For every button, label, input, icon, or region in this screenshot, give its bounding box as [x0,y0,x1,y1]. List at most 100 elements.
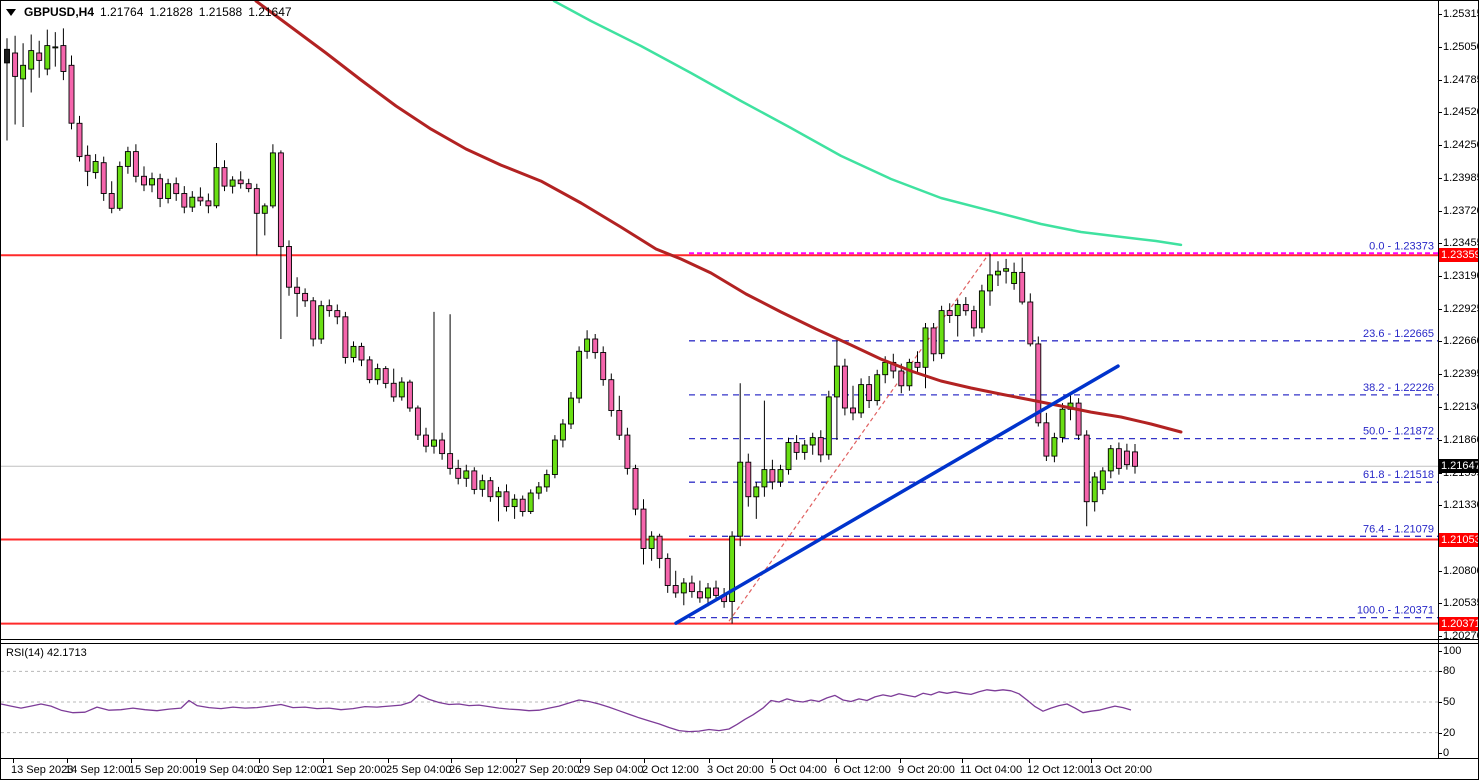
candle [592,338,599,354]
ohlc-open: 1.21764 [100,5,144,19]
candle [656,535,663,559]
candle [1043,422,1050,457]
candle [898,370,905,387]
candle [60,45,67,72]
candle [100,162,107,194]
candle [858,384,865,414]
price-tick-label: 1.22130 [1443,401,1479,413]
rsi-tick-label: 80 [1443,665,1456,677]
candle [632,467,639,510]
rsi-chart-canvas[interactable] [1,644,1438,758]
price-tick [1438,636,1442,637]
candle [431,439,437,447]
candle [624,434,631,469]
price-tick-label: 1.20800 [1443,565,1479,577]
candle [455,467,462,479]
candle [817,437,824,456]
time-tick-label: 27 Sep 20:00 [514,764,580,776]
price-tick-label: 1.23190 [1443,270,1479,282]
time-tick [1091,759,1092,763]
candle [221,167,228,187]
rsi-tick-label: 0 [1443,747,1450,759]
candle [1083,434,1090,503]
rsi-line [1,689,1132,733]
candle [600,352,607,381]
time-tick-label: 5 Oct 04:00 [770,764,827,776]
price-tick [1438,112,1442,113]
price-tick [1438,341,1442,342]
price-tick-label: 1.20270 [1443,630,1479,642]
candle [970,310,977,329]
candle [793,442,800,453]
candle [213,167,220,207]
time-tick-label: 21 Sep 20:00 [321,764,387,776]
rsi-pane-top-border [1,643,1478,644]
candle [745,461,752,498]
candle [302,292,309,302]
candle [535,486,542,494]
time-tick-label: 2 Oct 12:00 [642,764,699,776]
time-tick [516,759,517,763]
price-tick [1438,276,1442,277]
candle [930,327,937,355]
pane-divider[interactable] [1,639,1478,640]
time-tick [772,759,773,763]
candle [76,122,83,158]
rsi-tick-label: 50 [1443,696,1456,708]
fib-level-label: 100.0 - 1.20371 [1357,605,1434,617]
time-tick [13,759,14,763]
time-tick [580,759,581,763]
time-tick-label: 6 Oct 12:00 [834,764,891,776]
rsi-tick-label: 100 [1443,645,1462,657]
candle [439,439,446,455]
candle [841,365,848,409]
candle [833,365,840,398]
candle [173,183,180,195]
candle [1107,448,1114,472]
price-marker-box: 1.21053 [1439,533,1479,547]
candle [124,151,131,167]
price-tick-label: 1.23720 [1443,205,1479,217]
candle [1003,268,1010,272]
fib-diagonal-line [728,253,990,622]
candle [253,188,260,214]
price-chart-canvas[interactable]: 0.0 - 1.23373 23.6 - 1.22665 38.2 - 1.2222… [1,1,1438,639]
candle [576,350,583,399]
ohlc-high: 1.21828 [149,5,193,19]
time-tick [388,759,389,763]
candle [696,591,703,599]
time-tick [451,759,452,763]
fib-level-label: 76.4 - 1.21079 [1363,523,1434,535]
candle [584,338,591,352]
symbol-dropdown-icon[interactable] [6,8,16,16]
price-marker-box: 1.20371 [1439,617,1479,631]
candle [277,152,284,248]
time-tick [836,759,837,763]
candle [825,396,832,456]
candle [149,178,155,186]
candle [52,46,59,49]
price-tick [1438,80,1442,81]
price-tick-label: 1.20535 [1443,597,1479,609]
time-tick [131,759,132,763]
candle [310,300,317,340]
candle [350,345,357,358]
candle [850,407,856,414]
ma-dark-red [254,1,1183,434]
time-tick [67,759,68,763]
price-tick [1438,309,1442,310]
candle [527,492,534,512]
candle [503,491,510,508]
candle [205,200,212,207]
time-tick [196,759,197,763]
candle [189,196,196,208]
trend-line-blue [674,364,1120,625]
candle [761,469,768,488]
candle [181,193,188,208]
price-tick [1438,145,1442,146]
candle [1091,476,1098,503]
chart-header: GBPUSD,H4 1.21764 1.21828 1.21588 1.2164… [6,5,292,19]
price-tick-label: 1.22660 [1443,335,1479,347]
price-tick [1438,473,1442,474]
candle [390,382,397,398]
